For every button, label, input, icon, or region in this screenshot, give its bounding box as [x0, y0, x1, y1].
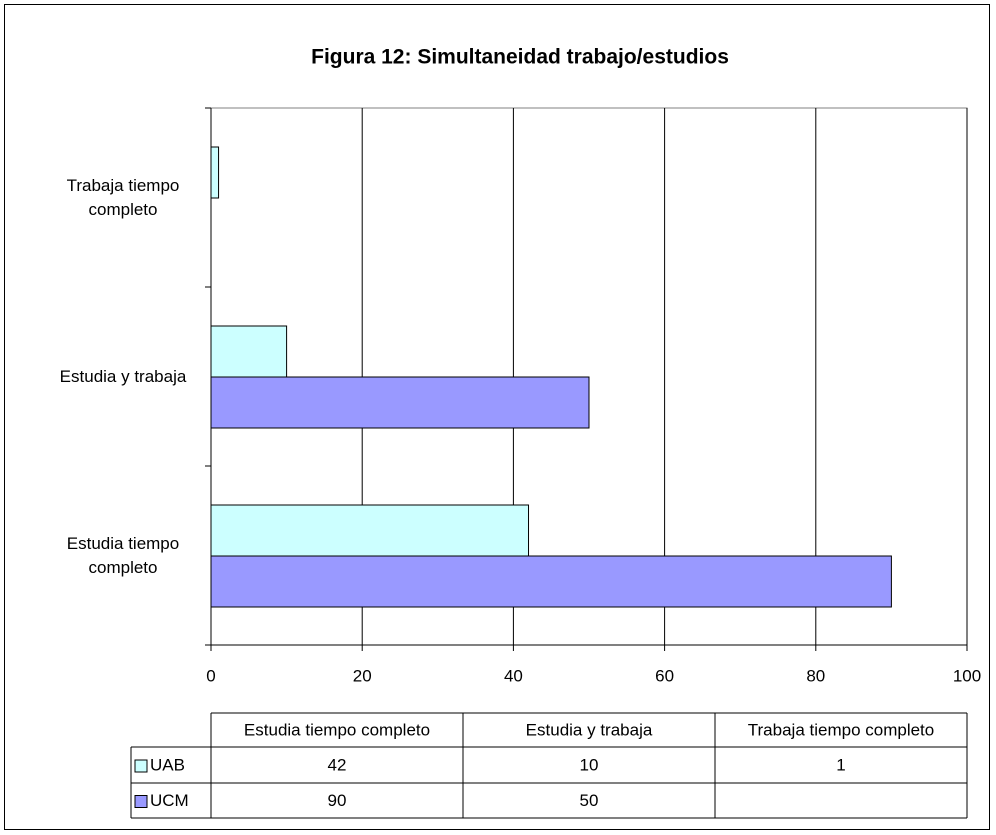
legend-swatch — [134, 795, 148, 808]
x-tick-label: 100 — [953, 666, 981, 685]
bar — [210, 376, 590, 429]
legend-label: UAB — [150, 755, 185, 774]
x-tick-label: 20 — [353, 666, 372, 685]
table-value: 1 — [836, 755, 845, 774]
table-value: 50 — [580, 791, 599, 810]
bar — [210, 504, 530, 557]
y-tick-label: Estudia y trabaja — [59, 367, 187, 386]
table-header: Estudia y trabaja — [526, 720, 653, 739]
x-tick-label: 40 — [504, 666, 523, 685]
bar — [210, 555, 892, 608]
legend-label: UCM — [150, 791, 189, 810]
bar — [210, 325, 288, 378]
x-tick-label: 80 — [806, 666, 825, 685]
table-value: 10 — [580, 755, 599, 774]
y-tick-label: Trabaja tiempo completo — [66, 176, 180, 219]
x-tick-label: 0 — [206, 666, 215, 685]
legend-swatch — [134, 759, 148, 773]
x-tick-label: 60 — [655, 666, 674, 685]
table-header: Estudia tiempo completo — [244, 720, 430, 739]
table-value: 42 — [328, 755, 347, 774]
chart-title: Figura 12: Simultaneidad trabajo/estudio… — [311, 46, 729, 69]
bar — [210, 146, 220, 199]
y-tick-label: Estudia tiempo completo — [66, 534, 180, 577]
table-header: Trabaja tiempo completo — [748, 720, 934, 739]
table-value: 90 — [328, 791, 347, 810]
